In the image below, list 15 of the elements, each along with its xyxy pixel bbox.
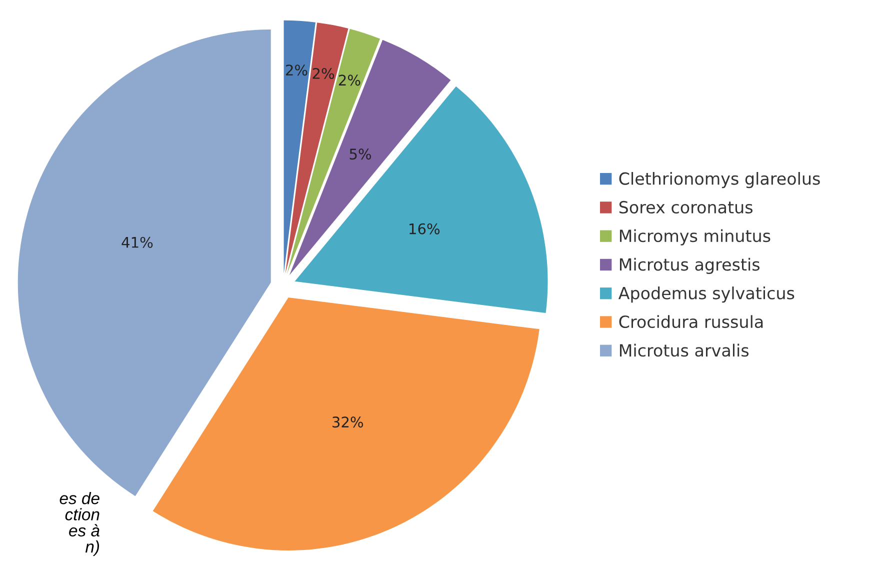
legend-label: Microtus agrestis (620, 258, 760, 274)
legend-label: Micromys minutus (620, 229, 770, 246)
legend-label: Microtus arvalis (620, 344, 749, 357)
data-label: 2% (338, 74, 360, 86)
data-label: 16% (410, 223, 440, 234)
data-label: 41% (122, 236, 153, 248)
data-label: 2% (286, 64, 308, 76)
text: es de ction es à n) (60, 492, 100, 556)
legend-label: Crocidura russula (619, 315, 763, 328)
data-label: 5% (350, 148, 372, 160)
data-label: 32% (332, 416, 364, 428)
legend-label: Apodemus sylvaticus (618, 286, 794, 303)
legend-label: Clethrionomys glareolus (619, 172, 820, 188)
legend-label: Sorex coronatus (619, 200, 752, 214)
data-label: 2% (312, 68, 334, 79)
